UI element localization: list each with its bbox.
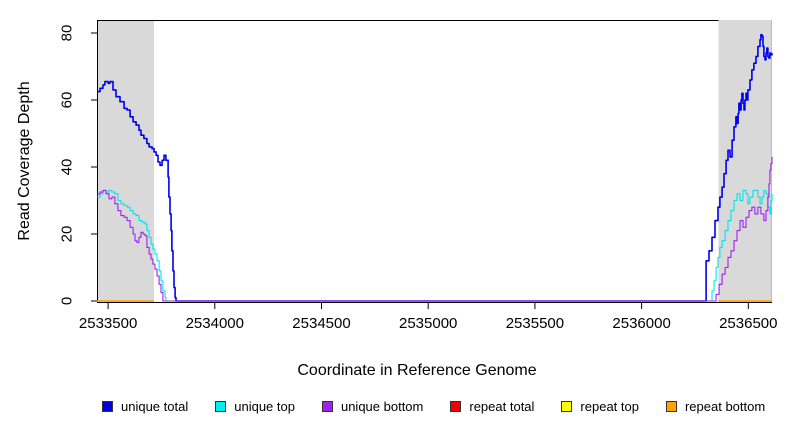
y-tick-label: 80 (58, 25, 75, 42)
x-tick-label: 2535500 (506, 315, 564, 332)
x-tick-label: 2535000 (399, 315, 457, 332)
legend-item-unique-top: unique top (215, 399, 295, 414)
y-axis-title: Read Coverage Depth (16, 81, 33, 241)
legend-item-repeat-bottom: repeat bottom (665, 399, 766, 414)
x-tick-label: 2534000 (186, 315, 244, 332)
x-tick-label: 2536000 (612, 315, 670, 332)
legend-label: unique bottom (340, 399, 424, 414)
legend-swatch-icon (102, 401, 113, 412)
legend-swatch-icon (561, 401, 573, 412)
legend-label: repeat bottom (684, 399, 766, 414)
left-repeat-region (97, 20, 154, 302)
y-tick-label: 20 (58, 226, 75, 243)
y-tick-label: 40 (58, 159, 75, 176)
legend-label: unique total (121, 399, 189, 414)
legend-label: unique top (234, 399, 295, 414)
series-unique-total (97, 33, 773, 302)
y-tick-label: 60 (58, 92, 75, 109)
chart-legend: unique total unique top unique bottom repea… (102, 399, 765, 414)
legend-swatch-icon (665, 401, 677, 412)
legend-swatch-icon (215, 401, 227, 412)
x-axis-title: Coordinate in Reference Genome (297, 362, 537, 379)
legend-label: repeat total (469, 399, 535, 414)
series-unique-bottom (97, 156, 773, 302)
x-tick-label: 2533500 (79, 315, 137, 332)
legend-item-repeat-total: repeat total (450, 399, 534, 414)
legend-item-unique-bottom: unique bottom (321, 399, 424, 414)
legend-swatch-icon (321, 401, 333, 412)
legend-item-unique-total: unique total (102, 399, 188, 414)
legend-label: repeat top (580, 399, 639, 414)
x-tick-label: 2534500 (292, 315, 350, 332)
x-tick-label: 2536500 (719, 315, 777, 332)
legend-swatch-icon (450, 401, 462, 412)
series-unique-top (97, 189, 773, 302)
y-tick-label: 0 (58, 297, 75, 305)
legend-item-repeat-top: repeat top (561, 399, 639, 414)
